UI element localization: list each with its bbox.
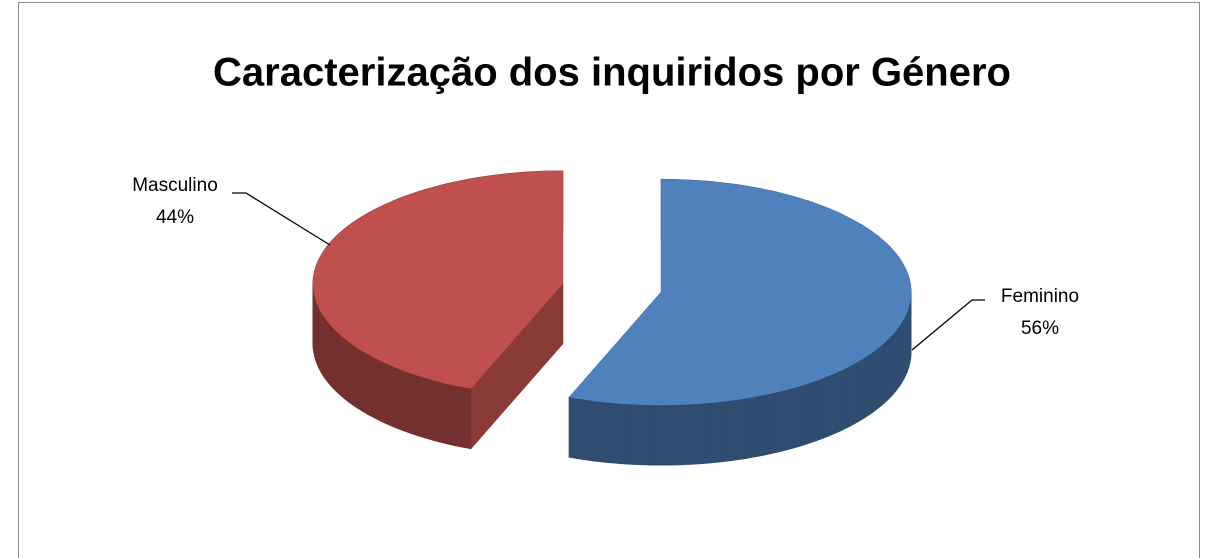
slice-side — [397, 368, 405, 432]
slice-side — [763, 393, 773, 456]
slice-side — [722, 400, 732, 463]
slice-side — [439, 381, 448, 445]
slice-side — [679, 404, 690, 466]
slice-side — [671, 404, 681, 466]
slice-side — [835, 369, 843, 434]
slice-side — [357, 347, 363, 412]
slice-top — [569, 179, 912, 406]
slice-side — [390, 365, 398, 429]
slice-side — [326, 319, 330, 385]
slice-side — [808, 380, 817, 444]
labels: Feminino 56% Masculino 44% — [132, 175, 1079, 351]
slice-side — [892, 329, 897, 396]
slice-side — [705, 402, 715, 464]
slice-side — [873, 347, 879, 413]
slice-side — [779, 389, 788, 453]
slice-value-label: 44% — [156, 207, 194, 228]
slice-side — [636, 404, 646, 466]
slice-side — [644, 404, 655, 466]
pie — [312, 170, 912, 466]
slice-side — [367, 353, 374, 418]
slice-side — [320, 311, 325, 378]
slice-side — [568, 396, 578, 460]
slice-side — [877, 344, 883, 409]
slice-side — [815, 377, 824, 442]
slice-side — [828, 372, 836, 437]
slice-side — [858, 357, 865, 422]
slice-side — [618, 403, 629, 465]
leader-line — [911, 299, 985, 351]
slice-side — [653, 404, 664, 466]
slice-side — [822, 375, 830, 439]
slice-side — [885, 337, 891, 403]
slice-side — [901, 318, 905, 385]
slice-side — [714, 401, 724, 463]
slice-side — [898, 321, 903, 388]
slice-side — [352, 344, 358, 409]
slice-side — [739, 397, 749, 460]
slice-side — [697, 403, 707, 465]
slice-side — [431, 379, 441, 443]
slice-side — [424, 377, 433, 441]
slice-side — [863, 354, 870, 419]
slice-side — [585, 399, 595, 462]
slice-side — [362, 350, 369, 415]
pie-slice — [312, 170, 564, 450]
slice-side — [881, 340, 887, 406]
slice-side — [868, 351, 875, 416]
slice-top — [312, 170, 563, 389]
slice-side — [801, 382, 810, 447]
slice-side — [794, 385, 803, 449]
slice-side — [610, 402, 620, 464]
slice-side — [786, 387, 796, 451]
slice-side — [384, 362, 392, 427]
slice-value-label: 56% — [1021, 318, 1059, 339]
slice-side — [403, 370, 412, 434]
slice-side — [841, 367, 849, 431]
slice-side — [417, 375, 426, 439]
slice-side — [889, 333, 894, 399]
slice-side — [747, 396, 757, 459]
slice-side — [627, 403, 637, 466]
slice-label: Masculino — [132, 175, 218, 196]
slice-side — [335, 330, 341, 396]
slice-side — [852, 360, 860, 426]
slice-side — [755, 394, 765, 458]
slice-side — [662, 404, 672, 466]
slice-side — [847, 363, 854, 429]
slice-side — [688, 403, 698, 465]
slice-side — [771, 391, 780, 454]
slice-side — [323, 315, 327, 382]
slice-side — [339, 334, 345, 399]
slice-side — [576, 398, 586, 461]
slice-side — [378, 359, 386, 424]
slice-side — [454, 385, 464, 448]
slice-side — [731, 399, 741, 462]
slice-label: Feminino — [1001, 286, 1079, 307]
chart-title: Caracterização dos inquiridos por Género — [213, 51, 1011, 95]
slice-side — [332, 326, 337, 392]
chart-border — [18, 2, 1200, 558]
slice-side — [372, 356, 380, 421]
pie-slice — [568, 178, 912, 466]
slice-side — [593, 400, 603, 463]
slice-side — [410, 373, 419, 437]
leader-line — [232, 192, 331, 246]
slice-side — [347, 341, 353, 406]
slice-side — [601, 401, 612, 464]
slice-side — [896, 325, 900, 392]
slice-side — [462, 386, 472, 450]
slice-side — [328, 323, 333, 389]
slice-side — [343, 337, 349, 403]
slice-side — [446, 383, 456, 447]
